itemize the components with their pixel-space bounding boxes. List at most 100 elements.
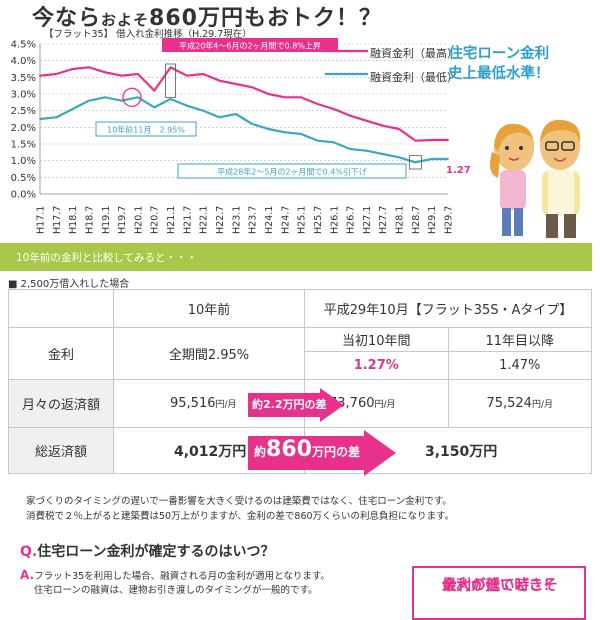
row-label-rate: 金利 (8, 327, 114, 380)
x-tick-label: H23.1 (231, 206, 242, 234)
total-diff-label: 約860万円の差 (254, 437, 360, 462)
rate-10yr: 全期間2.95% (113, 327, 305, 380)
y-tick-label: 1.5% (11, 140, 36, 151)
question-title: Q.住宅ローン金利が確定するのはいつ？ (20, 544, 275, 560)
series-point (234, 113, 237, 115)
series-point (349, 114, 351, 117)
row-label-monthly: 月々の返済額 (8, 379, 114, 428)
series-point (300, 133, 303, 135)
monthly-diff-arrow (248, 388, 344, 422)
series-point (349, 148, 351, 150)
y-tick-label: 3.5% (11, 73, 36, 84)
answer-text: A.フラット35を利用した場合、融資される月の金利が適用となります。 住宅ローン… (20, 568, 330, 596)
x-tick-label: H23.7 (248, 206, 259, 234)
y-tick-label: 0.0% (11, 190, 36, 201)
couple-illustration (490, 119, 581, 238)
x-tick-label: H19.1 (101, 206, 112, 234)
row-label-total: 総返済額 (8, 427, 114, 474)
series-point (137, 96, 139, 99)
series-point (283, 131, 286, 134)
series-point (381, 124, 384, 127)
series-point (430, 139, 433, 141)
annotation-box-drop (177, 163, 407, 179)
rate-chart: 0.0% 0.5% 1.0% 1.5% 2.0% 2.5% 3.0% 3.5% 4.0% 4.5%… (11, 38, 470, 234)
series-point (398, 156, 400, 159)
series-point (365, 149, 368, 152)
series-point (55, 73, 58, 75)
series-point (88, 66, 90, 69)
x-tick-label: H17.7 (52, 206, 63, 234)
series-point (202, 109, 205, 112)
drop-marker (408, 155, 422, 170)
rate-after-11yr: 1.47% (447, 351, 592, 380)
x-tick-label: H20.1 (133, 206, 144, 234)
series-line-high (39, 66, 448, 142)
x-tick-label: H19.7 (117, 206, 128, 234)
callout-box: 金利が低い時こそ 最大の建てどき！ (412, 566, 586, 620)
series-point (283, 96, 286, 99)
page-headline: 今ならおよそ860万円もおトク！？ (32, 6, 382, 31)
x-tick-label: H18.1 (68, 206, 79, 234)
y-tick-label: 4.5% (11, 40, 36, 51)
legend-high: 融資金利（最高） (370, 47, 458, 60)
series-point (430, 158, 433, 160)
y-tick-label: 3.0% (11, 90, 36, 101)
series-point (185, 74, 188, 77)
series-point (398, 128, 400, 130)
series-point (251, 86, 254, 89)
header-after-11yr: 11年目以降 (447, 327, 592, 352)
y-tick-label: 1.0% (11, 156, 36, 167)
series-point (218, 116, 221, 119)
series-point (316, 103, 319, 105)
annotation-drop: 平成28年2～5月の2ヶ月間で0.4%引下げ (217, 167, 367, 177)
right-caption: 住宅ローン金利 史上最低水準！ (448, 46, 550, 82)
header-10yr: 10年前 (113, 289, 305, 328)
monthly-diff-label: 約2.2万円の差 (252, 398, 327, 411)
series-point (332, 108, 335, 110)
annotation-current-rate: 1.27% (446, 165, 470, 176)
series-point (120, 74, 123, 77)
monthly-after-11yr: 75,524円/月 (447, 379, 592, 428)
rise-marker (165, 63, 176, 98)
x-tick-label: H22.1 (199, 206, 210, 234)
annotation-rise: 平成20年4～6月の2ヶ月間で0.8%上昇 (179, 41, 321, 51)
series-point (169, 66, 172, 69)
series-point (267, 128, 270, 130)
series-point (202, 73, 205, 75)
section-bar-text: 10年前の金利と比較してみると・・・ (16, 252, 198, 264)
x-tick-label: H27.7 (378, 206, 389, 234)
y-tick-label: 4.0% (11, 56, 36, 67)
x-tick-label: H20.7 (150, 206, 161, 234)
x-tick-label: H27.1 (362, 206, 373, 234)
y-tick-label: 2.5% (11, 106, 36, 117)
series-point (39, 118, 41, 120)
series-point (153, 106, 156, 109)
x-tick-label: H25.7 (313, 206, 324, 234)
header-now: 平成29年10月【フラット35S・Aタイプ】 (304, 289, 592, 328)
series-point (218, 79, 221, 82)
header-first-10yr: 当初10年間 (304, 327, 449, 352)
x-tick-label: H17.1 (36, 206, 47, 234)
x-tick-label: H24.7 (280, 206, 291, 234)
chart-subtitle: 【フラット35】 借入れ金利推移（H.29.7現在） (44, 29, 252, 40)
x-tick-label: H21.7 (182, 206, 193, 234)
section-bar: 10年前の金利と比較してみると・・・ (0, 243, 592, 271)
total-diff-arrow (248, 430, 396, 476)
series-point (251, 123, 254, 125)
series-point (234, 83, 237, 85)
series-point (185, 104, 188, 107)
series-point (414, 161, 417, 164)
annotation-10yr: 10年前11月 2.95% (107, 125, 185, 135)
annotation-box-rise (162, 38, 338, 52)
series-point (316, 139, 319, 142)
series-point (414, 139, 417, 142)
legend-low: 融資金利（最低） (370, 71, 458, 84)
x-tick-label: H28.1 (395, 206, 406, 234)
series-point (169, 98, 172, 100)
loan-amount-label: ■ 2,500万借入れした場合 (8, 279, 130, 290)
series-point (381, 153, 384, 155)
x-tick-label: H29.1 (427, 206, 438, 234)
annotation-box-10yr (95, 121, 197, 137)
series-point (137, 73, 139, 75)
x-tick-label: H21.1 (166, 206, 177, 234)
